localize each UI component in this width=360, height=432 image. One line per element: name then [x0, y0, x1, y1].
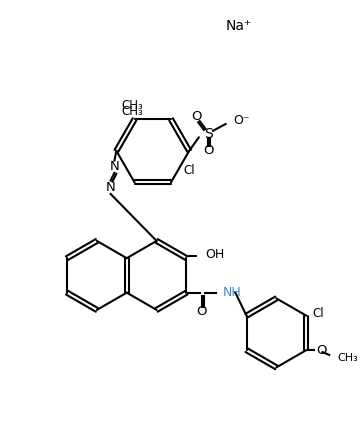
Text: OH: OH	[206, 248, 225, 261]
Text: O: O	[192, 110, 202, 123]
Text: O: O	[316, 343, 326, 357]
Text: CH₃: CH₃	[122, 98, 144, 111]
Text: S: S	[204, 127, 213, 140]
Text: O: O	[203, 144, 213, 157]
Text: N: N	[109, 160, 119, 173]
Text: O⁻: O⁻	[233, 114, 250, 127]
Text: CH₃: CH₃	[337, 353, 358, 363]
Text: O: O	[197, 305, 207, 318]
Text: Cl: Cl	[312, 307, 324, 320]
Text: Cl: Cl	[184, 164, 195, 177]
Text: Na⁺: Na⁺	[226, 19, 252, 33]
Text: CH₃: CH₃	[122, 105, 144, 118]
Text: NH: NH	[223, 286, 242, 299]
Text: N: N	[106, 181, 116, 194]
